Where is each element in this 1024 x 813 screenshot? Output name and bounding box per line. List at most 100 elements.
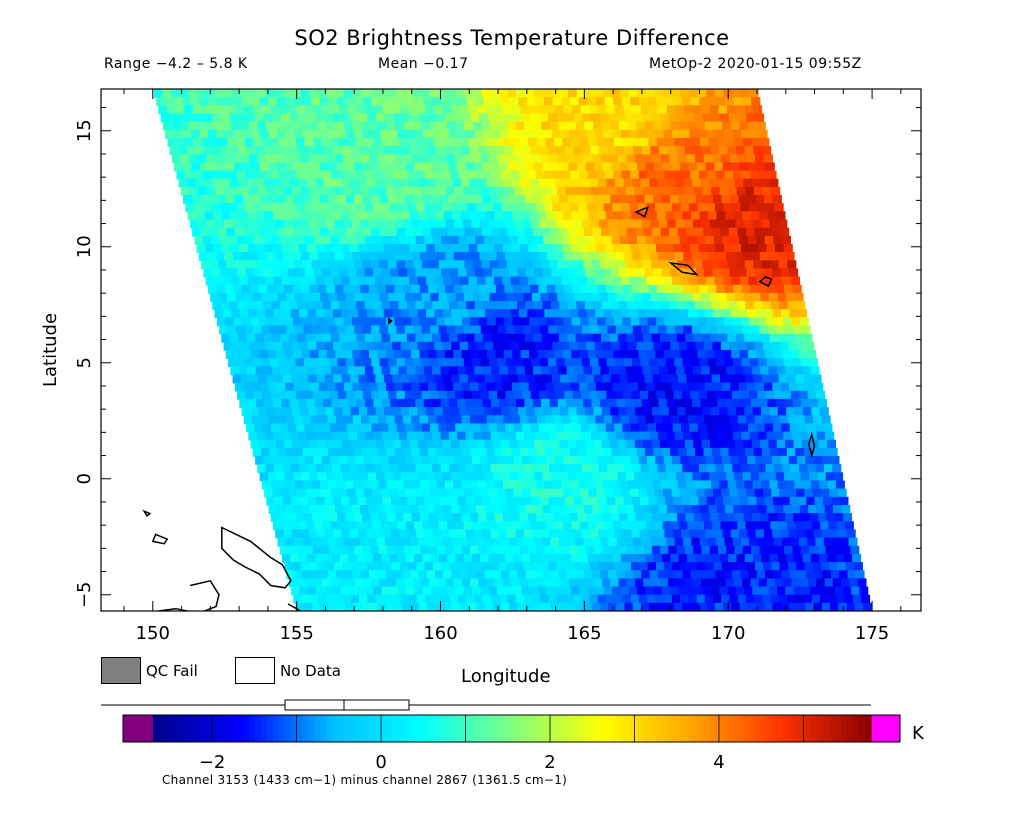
- heatmap-cell: [747, 382, 757, 392]
- heatmap-cell: [653, 586, 663, 596]
- heatmap-cell: [765, 464, 775, 474]
- heatmap-cell: [745, 186, 755, 196]
- heatmap-cell: [206, 186, 216, 196]
- heatmap-cell: [512, 350, 522, 359]
- heatmap-cell: [532, 227, 543, 237]
- heatmap-cell: [749, 464, 758, 474]
- heatmap-cell: [281, 113, 291, 123]
- heatmap-cell: [231, 121, 241, 131]
- heatmap-cell: [279, 423, 289, 433]
- heatmap-cell: [542, 570, 552, 580]
- heatmap-cell: [234, 195, 244, 204]
- heatmap-cell: [503, 105, 513, 115]
- heatmap-cell: [591, 398, 601, 408]
- heatmap-cell: [482, 195, 492, 204]
- heatmap-cell: [467, 439, 477, 449]
- heatmap-cell: [826, 439, 836, 449]
- heatmap-cell: [695, 341, 705, 351]
- heatmap-cell: [339, 105, 349, 115]
- heatmap-cell: [734, 366, 744, 376]
- heatmap-cell: [372, 521, 382, 531]
- heatmap-cell: [446, 456, 456, 465]
- heatmap-cell: [379, 260, 389, 270]
- heatmap-cell: [484, 537, 494, 547]
- heatmap-cell: [401, 505, 411, 514]
- heatmap-cell: [652, 227, 662, 237]
- heatmap-cell: [673, 602, 683, 611]
- heatmap-cell: [304, 513, 313, 522]
- heatmap-cell: [758, 284, 768, 294]
- heatmap-cell: [359, 505, 369, 514]
- heatmap-cell: [268, 350, 278, 359]
- heatmap-cell: [790, 276, 800, 286]
- heatmap-cell: [447, 227, 457, 237]
- heatmap-cell: [365, 398, 375, 408]
- satellite-time-text: MetOp-2 2020-01-15 09:55Z: [649, 56, 862, 72]
- heatmap-cell: [392, 374, 402, 384]
- heatmap-cell: [732, 537, 742, 547]
- heatmap-cell: [661, 268, 671, 278]
- heatmap-cell: [843, 553, 853, 563]
- heatmap-cell: [415, 301, 425, 310]
- heatmap-cell: [383, 594, 393, 604]
- heatmap-cell: [752, 333, 762, 343]
- heatmap-cell: [492, 235, 502, 245]
- heatmap-cell: [660, 407, 670, 416]
- colorbar-segment: [344, 715, 352, 742]
- heatmap-cell: [293, 505, 303, 514]
- heatmap-cell: [615, 105, 625, 115]
- heatmap-cell: [255, 333, 265, 343]
- heatmap-cell: [304, 390, 314, 400]
- heatmap-cell: [383, 341, 393, 351]
- heatmap-cell: [362, 513, 371, 522]
- heatmap-cell: [745, 594, 755, 604]
- heatmap-cell: [213, 211, 223, 221]
- heatmap-cell: [465, 464, 475, 474]
- coastline-outline: [668, 261, 699, 276]
- heatmap-cell: [669, 227, 679, 237]
- heatmap-cell: [574, 186, 584, 196]
- heatmap-cell: [643, 578, 653, 588]
- heatmap-cell: [367, 439, 377, 449]
- heatmap-cell: [582, 464, 592, 474]
- heatmap-cell: [681, 244, 691, 253]
- heatmap-cell: [443, 602, 453, 611]
- heatmap-cell: [353, 480, 363, 490]
- heatmap-cell: [857, 578, 867, 588]
- heatmap-cell: [813, 602, 823, 611]
- heatmap-cell: [653, 121, 663, 131]
- heatmap-cell: [229, 113, 239, 123]
- heatmap-cell: [258, 439, 268, 449]
- heatmap-cell: [178, 146, 188, 155]
- heatmap-cell: [671, 309, 681, 319]
- heatmap-cell: [618, 545, 628, 555]
- heatmap-cell: [600, 366, 610, 376]
- heatmap-cell: [701, 219, 711, 229]
- heatmap-cell: [735, 513, 745, 522]
- heatmap-cell: [507, 496, 517, 506]
- heatmap-cell: [257, 186, 268, 196]
- heatmap-cell: [584, 227, 594, 237]
- heatmap-cell: [593, 268, 603, 278]
- heatmap-cell: [781, 309, 791, 319]
- heatmap-cell: [623, 358, 633, 368]
- heatmap-cell: [807, 537, 817, 547]
- heatmap-cell: [485, 276, 495, 286]
- heatmap-cell: [295, 480, 305, 490]
- heatmap-cell: [177, 113, 188, 123]
- heatmap-cell: [712, 415, 722, 425]
- heatmap-cell: [699, 537, 709, 547]
- heatmap-cell: [716, 431, 726, 441]
- heatmap-cell: [467, 472, 477, 482]
- heatmap-cell: [498, 529, 508, 539]
- colorbar-segment: [458, 715, 465, 742]
- heatmap-cell: [776, 211, 786, 221]
- heatmap-cell: [353, 447, 362, 457]
- x-axis-label: Longitude: [461, 666, 551, 687]
- heatmap-cell: [773, 276, 783, 286]
- heatmap-cell: [573, 562, 583, 571]
- heatmap-cell: [315, 211, 325, 221]
- heatmap-cell: [432, 235, 442, 245]
- heatmap-cell: [722, 456, 732, 465]
- heatmap-cell: [561, 276, 571, 286]
